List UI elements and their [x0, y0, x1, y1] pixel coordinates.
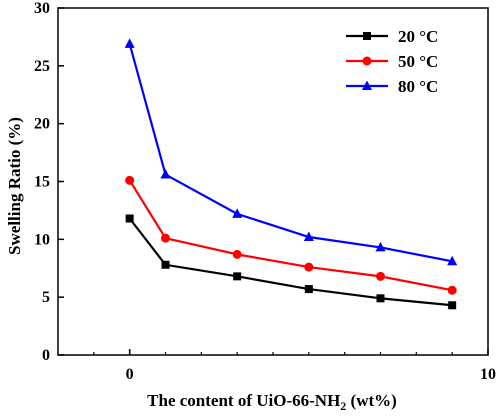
y-tick-label: 0 — [42, 347, 50, 364]
circle-marker — [125, 175, 135, 185]
series-line — [128, 43, 453, 263]
series-1 — [125, 214, 457, 310]
chart-legend: 20 °C 50 °C 80 °C — [346, 27, 438, 96]
circle-marker — [376, 271, 385, 281]
y-tick-label: 10 — [34, 231, 50, 248]
triangle-marker — [160, 169, 171, 179]
triangle-marker — [447, 255, 458, 266]
triangle-marker — [375, 241, 386, 252]
chart-axes: 0 5 10 15 20 25 30 0 10 — [34, 0, 496, 383]
legend-item: 80 °C — [346, 77, 438, 96]
x-tick-label: 10 — [480, 366, 496, 383]
circle-marker — [304, 262, 314, 272]
y-tick-label: 20 — [34, 116, 50, 133]
circle-marker — [232, 249, 242, 259]
y-tick-label: 25 — [34, 58, 50, 75]
legend-label: 50 °C — [398, 52, 438, 71]
series-line — [128, 179, 453, 292]
legend-label: 20 °C — [398, 27, 438, 46]
y-axis-label: Swelling Ratio (%) — [5, 117, 24, 255]
square-marker — [125, 214, 134, 223]
x-tick-label: 0 — [126, 366, 134, 383]
series-line — [128, 217, 453, 307]
circle-marker — [447, 285, 457, 295]
triangle-marker — [232, 208, 243, 218]
y-tick-label: 15 — [34, 174, 50, 191]
x-axis-label: The content of UiO-66-NH2 (wt%) — [147, 391, 397, 413]
legend-item: 50 °C — [346, 52, 438, 71]
y-tick-label: 5 — [42, 289, 50, 306]
triangle-marker — [362, 80, 372, 90]
square-marker — [304, 285, 313, 294]
circle-marker — [362, 56, 372, 66]
triangle-marker — [303, 231, 314, 242]
square-marker — [233, 272, 242, 281]
triangle-marker — [124, 38, 135, 48]
square-marker — [376, 294, 385, 303]
legend-label: 80 °C — [398, 77, 438, 96]
series-2 — [125, 175, 457, 295]
legend-item: 20 °C — [346, 27, 438, 46]
chart-series — [124, 38, 458, 310]
square-marker — [363, 32, 371, 40]
circle-marker — [161, 233, 170, 243]
series-3 — [124, 38, 458, 266]
square-marker — [161, 260, 170, 269]
y-tick-label: 30 — [34, 0, 50, 17]
square-marker — [448, 301, 457, 310]
